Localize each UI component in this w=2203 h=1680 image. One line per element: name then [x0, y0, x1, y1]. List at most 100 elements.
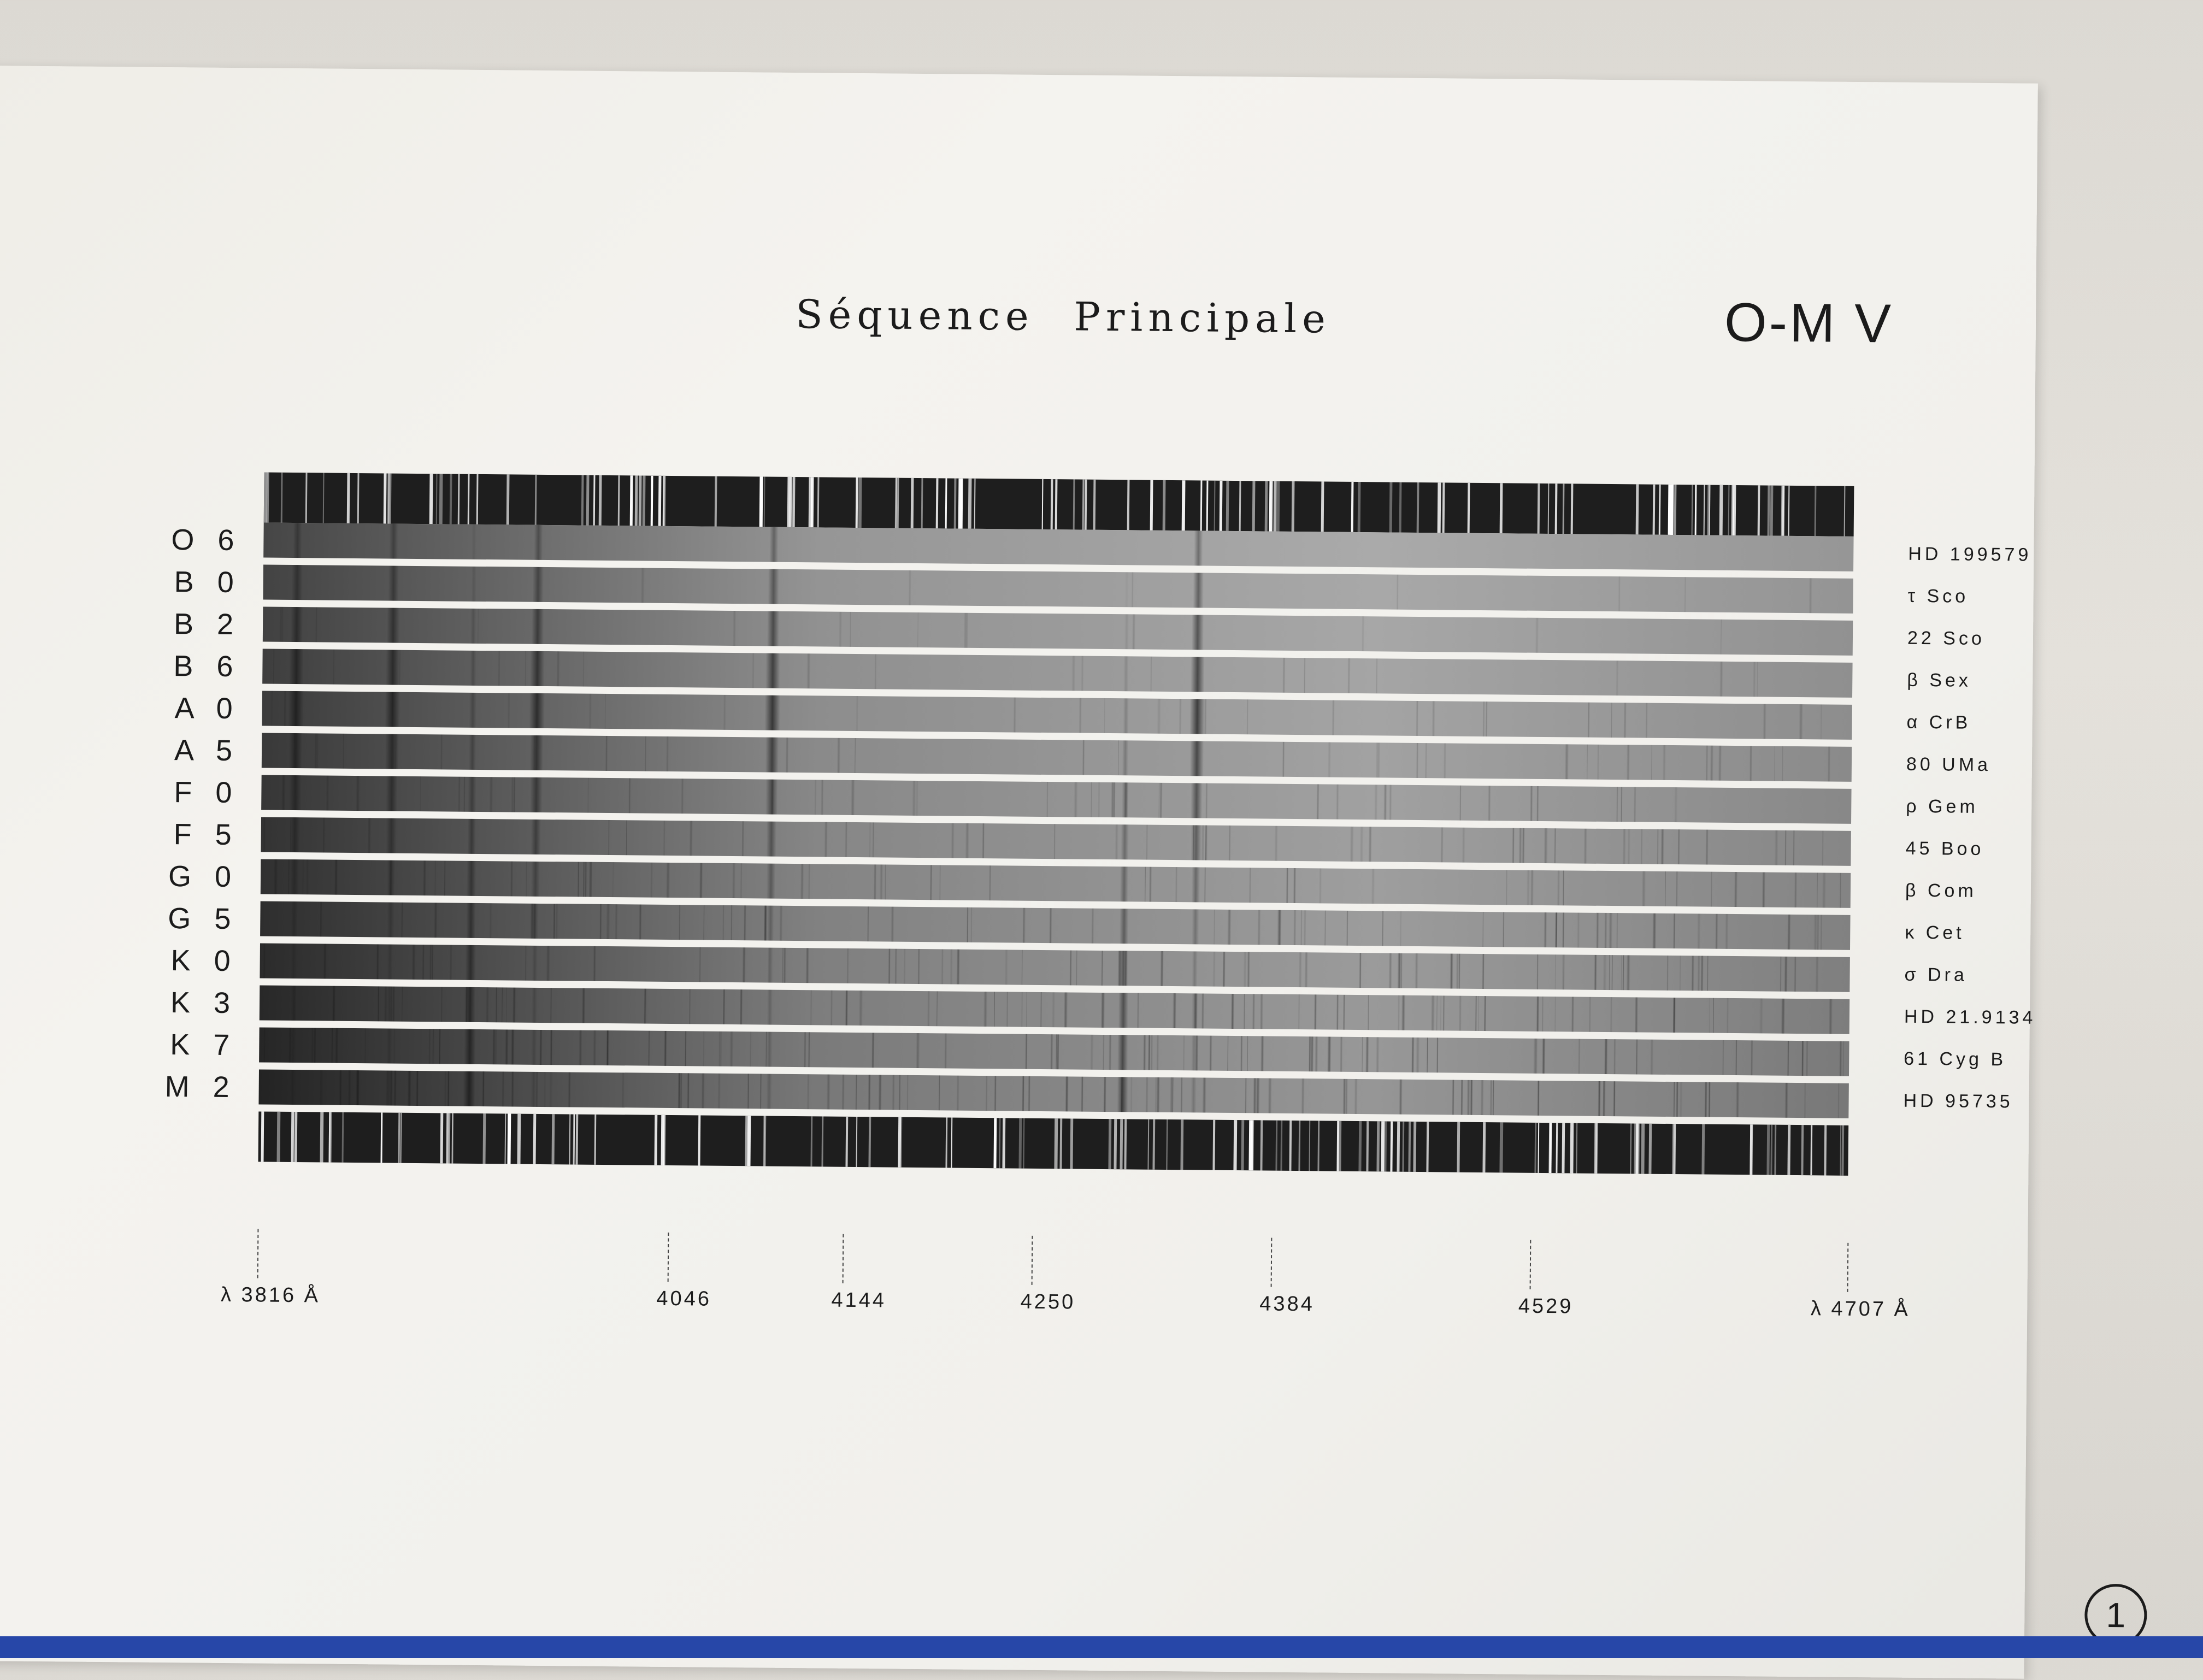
absorption-line: [582, 651, 585, 687]
absorption-line: [447, 1071, 450, 1106]
spectral-type-label: K 3: [170, 986, 238, 1020]
absorption-line: [376, 944, 379, 980]
emission-line: [763, 476, 765, 527]
emission-line: [845, 1116, 849, 1167]
absorption-line: [890, 906, 895, 942]
star-name-label: 61 Cyg B: [1904, 1048, 2007, 1070]
absorption-line: [420, 776, 422, 812]
absorption-line: [1726, 998, 1729, 1033]
absorption-line: [1799, 704, 1803, 740]
star-name-label: HD 95735: [1903, 1090, 2013, 1112]
absorption-line: [302, 859, 304, 895]
absorption-line: [1117, 1035, 1128, 1070]
absorption-line: [1459, 785, 1462, 821]
emission-line: [1570, 484, 1573, 534]
absorption-line: [763, 905, 767, 941]
absorption-line: [469, 692, 476, 728]
absorption-line: [703, 1031, 705, 1066]
spectrum-strip: [261, 775, 1852, 824]
absorption-line: [874, 654, 877, 689]
absorption-line: [989, 865, 992, 901]
emission-line: [1351, 481, 1354, 532]
absorption-line: [1104, 698, 1106, 733]
absorption-line: [1277, 910, 1282, 945]
absorption-line: [830, 990, 833, 1025]
absorption-line: [1720, 619, 1722, 655]
emission-line: [1694, 485, 1697, 535]
absorption-line: [1190, 783, 1203, 818]
absorption-line: [1374, 785, 1378, 820]
emission-line: [1843, 486, 1846, 537]
absorption-line: [1117, 740, 1120, 776]
absorption-line: [1415, 953, 1419, 988]
absorption-line: [529, 693, 545, 729]
absorption-line: [1231, 993, 1235, 1029]
absorption-line: [271, 691, 273, 726]
absorption-line: [1375, 742, 1379, 778]
absorption-line: [820, 780, 824, 815]
absorption-line: [1537, 1080, 1540, 1116]
absorption-line: [1562, 954, 1564, 990]
emission-line: [1059, 1118, 1063, 1169]
star-name-label: α CrB: [1906, 711, 1971, 733]
emission-line: [809, 477, 812, 528]
absorption-line: [593, 946, 597, 981]
absorption-line: [495, 987, 498, 1023]
absorption-line: [1102, 1034, 1105, 1070]
absorption-line: [1801, 1041, 1804, 1076]
absorption-line: [289, 649, 304, 685]
absorption-line: [884, 864, 887, 900]
emission-line: [1317, 1121, 1320, 1171]
absorption-line: [384, 986, 387, 1022]
absorption-line: [1399, 911, 1402, 946]
emission-line: [1280, 1120, 1283, 1171]
emission-line: [858, 478, 862, 528]
absorption-line: [898, 1075, 902, 1110]
absorption-line: [464, 1029, 476, 1064]
spectrum-row: B 0 τ Sco: [174, 564, 1969, 614]
absorption-line: [917, 612, 919, 647]
absorption-line: [422, 945, 425, 980]
absorption-line: [530, 777, 543, 812]
emission-line: [1537, 483, 1540, 534]
absorption-line: [1013, 697, 1016, 733]
absorption-line: [1053, 824, 1056, 859]
absorption-line: [531, 819, 541, 854]
absorption-line: [1842, 1041, 1845, 1076]
wavelength-tick: [257, 1229, 259, 1278]
absorption-line: [1640, 829, 1644, 864]
spectral-type-label: F 5: [173, 818, 239, 852]
absorption-line: [1586, 744, 1588, 780]
absorption-line: [985, 1076, 988, 1111]
absorption-line: [389, 523, 399, 559]
absorption-line: [983, 992, 988, 1027]
absorption-line: [1827, 746, 1830, 782]
emission-line: [1810, 1125, 1813, 1176]
absorption-line: [698, 947, 702, 982]
absorption-line: [1192, 909, 1199, 945]
absorption-line: [1327, 742, 1332, 777]
star-name-label: σ Dra: [1904, 964, 1968, 986]
absorption-line: [1222, 951, 1226, 987]
absorption-line: [806, 1074, 810, 1110]
absorption-line: [1480, 1080, 1485, 1116]
emission-line: [1150, 480, 1153, 530]
absorption-line: [880, 864, 883, 900]
emission-line: [1152, 1119, 1155, 1170]
absorption-line: [1616, 661, 1619, 696]
absorption-line: [525, 861, 527, 897]
absorption-line: [1544, 912, 1547, 948]
absorption-line: [582, 988, 586, 1023]
absorption-line: [543, 1072, 547, 1107]
absorption-line: [1475, 995, 1477, 1031]
absorption-line: [440, 987, 443, 1022]
absorption-line: [386, 1070, 388, 1106]
absorption-line: [485, 987, 490, 1023]
emission-line: [347, 473, 350, 523]
emission-line: [593, 475, 595, 526]
emission-line: [1093, 479, 1096, 530]
absorption-line: [1657, 829, 1659, 864]
emission-line: [1674, 485, 1677, 535]
absorption-line: [1416, 1037, 1420, 1073]
absorption-line: [1025, 1034, 1028, 1069]
